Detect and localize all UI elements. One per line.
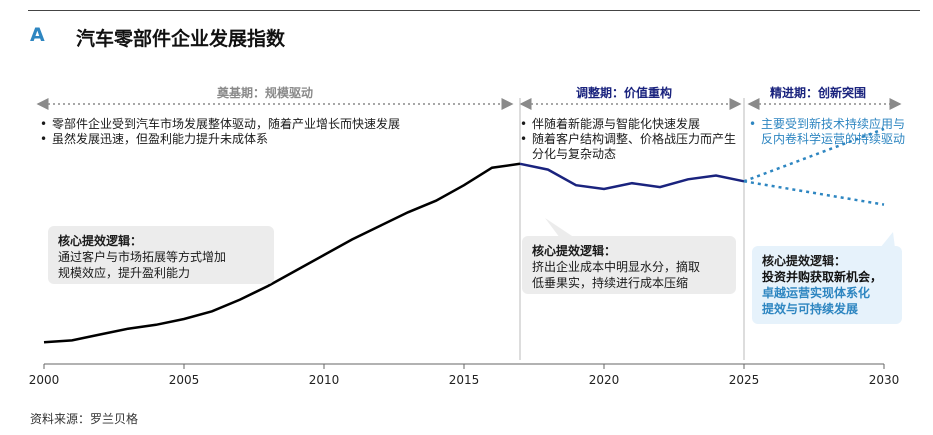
x-tick-label: 2015 [449,373,480,387]
bullet-item: 伴随着新能源与智能化快速发展 [520,117,738,132]
callout-text: 卓越运营实现体系化 [762,286,871,300]
phase-label-foundation: 奠基期：规模驱动 [217,86,314,100]
series-line-projection-lower [743,180,885,206]
phase-label-refinement: 精进期：创新突围 [770,86,867,100]
x-tick-label: 2020 [589,373,620,387]
x-tick-label: 2025 [729,373,760,387]
callout-text: 挤出企业成本中明显水分，摘取 [532,260,701,274]
phase-bullets-adjustment: 伴随着新能源与智能化快速发展 随着客户结构调整、价格战压力而产生分化与复杂动态 [520,117,738,162]
top-rule [28,10,920,11]
callout-foundation: 核心提效逻辑： 通过客户与市场拓展等方式增加 规模效应，提升盈利能力 [48,226,274,284]
x-tick-label: 2005 [169,373,200,387]
callout-text: 规模效应，提升盈利能力 [58,266,191,280]
callout-pointer [545,218,575,238]
callout-text: 低垂果实，持续进行成本压缩 [532,276,689,290]
callout-adjustment: 核心提效逻辑： 挤出企业成本中明显水分，摘取 低垂果实，持续进行成本压缩 [522,236,736,294]
callout-pointer [880,232,895,248]
callout-refinement: 核心提效逻辑： 投资并购获取新机会， 卓越运营实现体系化 提效与可持续发展 [752,246,902,324]
series-line-adjustment [519,162,745,191]
callout-title: 核心提效逻辑： [532,244,617,258]
x-tick-label: 2030 [869,373,900,387]
callout-text: 通过客户与市场拓展等方式增加 [58,250,227,264]
series-line-projection-upper [743,127,885,183]
callout-text: 提效与可持续发展 [762,302,859,316]
callout-text: 投资并购获取新机会， [762,270,883,284]
series-line-historical [43,162,521,344]
bullet-item: 随着客户结构调整、价格战压力而产生分化与复杂动态 [520,132,738,162]
chart-title: 汽车零部件企业发展指数 [76,28,286,50]
bullet-item: 虽然发展迅速，但盈利能力提升未成体系 [40,132,510,147]
callout-title: 核心提效逻辑： [762,254,847,268]
phase-bullets-foundation: 零部件企业受到汽车市场发展整体驱动，随着产业增长而快速发展 虽然发展迅速，但盈利… [40,117,510,147]
phase-label-adjustment: 调整期：价值重构 [576,86,673,100]
callout-title: 核心提效逻辑： [58,234,143,248]
source-note: 资料来源：罗兰贝格 [30,412,139,426]
x-tick-label: 2010 [309,373,340,387]
bullet-item: 零部件企业受到汽车市场发展整体驱动，随着产业增长而快速发展 [40,117,510,132]
x-ticks: 2000 2005 2010 2015 2020 2025 2030 [29,364,900,387]
x-tick-label: 2000 [29,373,60,387]
panel-letter: A [30,24,45,46]
